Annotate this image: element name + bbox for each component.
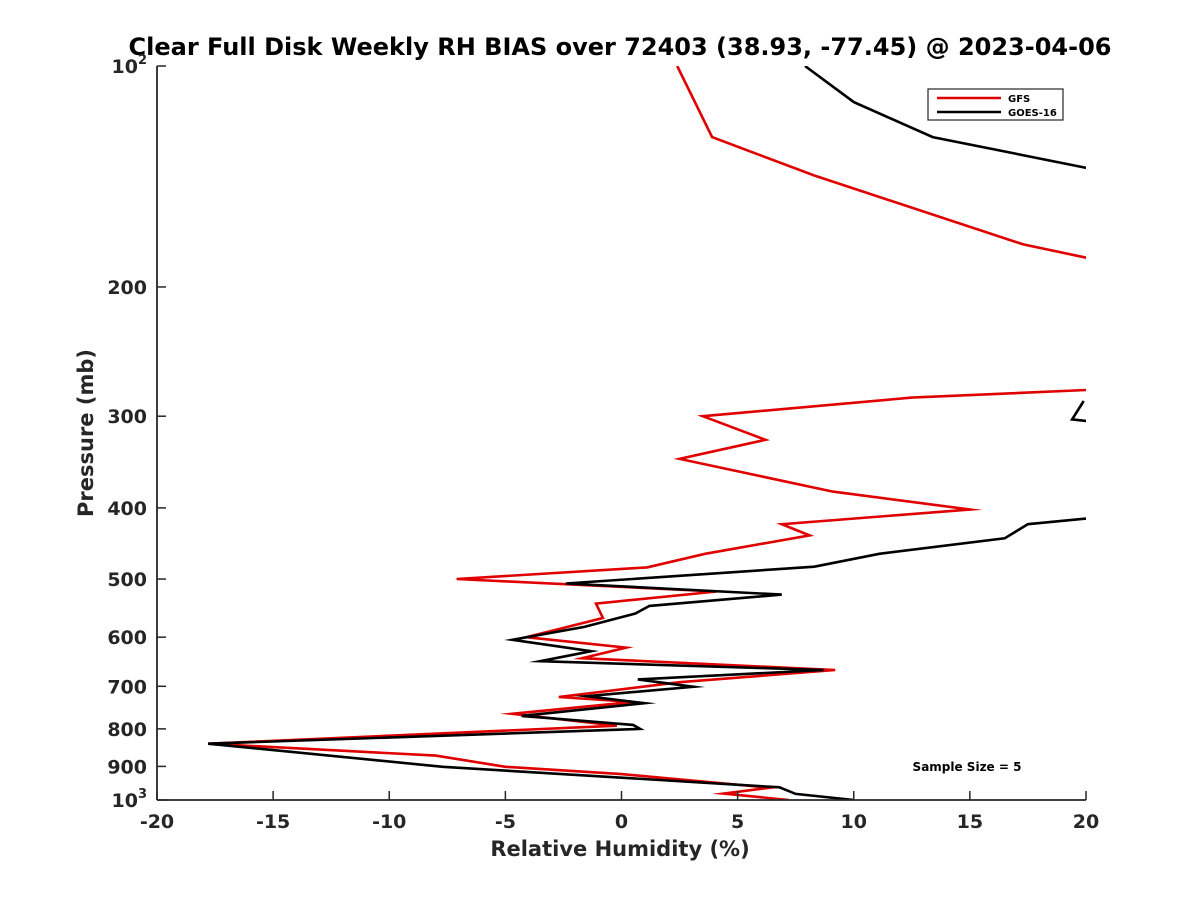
y-axis-label: Pressure (mb) — [74, 349, 98, 517]
sample-size-annotation: Sample Size = 5 — [913, 760, 1022, 774]
legend-label-gfs: GFS — [1008, 94, 1030, 105]
y-tick-label: 600 — [107, 627, 147, 649]
x-tick-label: 5 — [731, 811, 744, 833]
series-line-goes-16-2 — [1069, 400, 1086, 423]
x-tick-label: 10 — [841, 811, 867, 833]
x-axis-label: Relative Humidity (%) — [490, 837, 749, 861]
axis-layer: -20 -15 -10 -5 0 5 10 15 20 102 200 300 400 500 600 700… — [107, 53, 1099, 833]
legend: GFS GOES-16 — [927, 88, 1064, 121]
y-tick-label: 102 — [112, 53, 148, 78]
y-tick-label: 700 — [107, 676, 147, 698]
y-tick-label: 400 — [107, 498, 147, 520]
chart-title: Clear Full Disk Weekly RH BIAS over 7240… — [129, 33, 1112, 61]
series-layer — [207, 66, 1086, 800]
y-tick-label: 300 — [107, 406, 147, 428]
legend-box — [927, 88, 1064, 121]
x-tick-label: 20 — [1073, 811, 1099, 833]
series-line-gfs-1 — [676, 66, 1086, 259]
x-tick-label: -5 — [495, 811, 516, 833]
y-tick-label: 103 — [112, 787, 148, 812]
x-tick-label: -20 — [140, 811, 174, 833]
series-line-goes-16-3 — [207, 517, 1086, 800]
y-tick-label: 200 — [107, 277, 147, 299]
x-tick-label: 0 — [615, 811, 628, 833]
y-tick-label: 900 — [107, 756, 147, 778]
x-tick-label: -10 — [372, 811, 406, 833]
y-tick-label: 800 — [107, 719, 147, 741]
x-tick-label: -15 — [256, 811, 290, 833]
y-tick-label: 500 — [107, 569, 147, 591]
plot-area: -20 -15 -10 -5 0 5 10 15 20 102 200 300 400 500 600 700… — [107, 53, 1099, 833]
legend-label-goes-16: GOES-16 — [1008, 108, 1057, 119]
series-line-goes-16-1 — [804, 66, 1086, 170]
x-tick-label: 15 — [957, 811, 983, 833]
